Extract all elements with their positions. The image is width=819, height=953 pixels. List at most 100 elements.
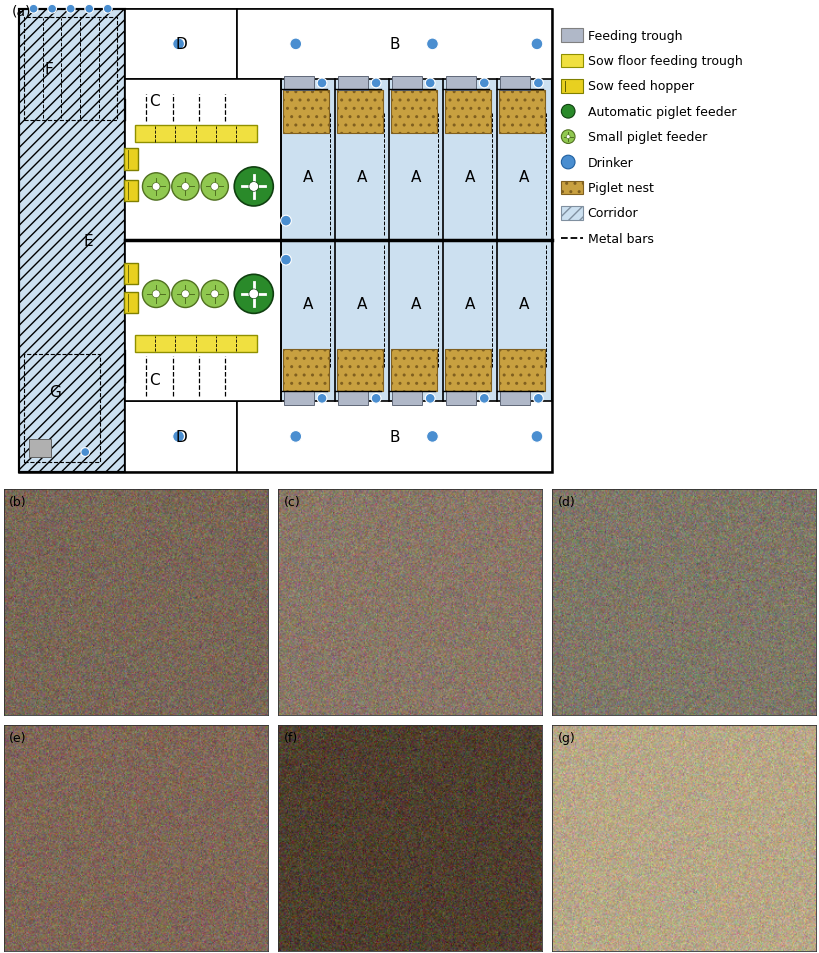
Bar [337,392,368,406]
Circle shape [249,182,258,193]
Bar [281,80,551,241]
Bar [124,80,281,241]
Bar [446,77,476,91]
Circle shape [234,168,273,207]
Circle shape [425,394,435,404]
Bar [124,402,237,472]
Circle shape [181,183,189,192]
Bar [124,10,237,80]
Bar [561,54,582,69]
Bar [20,10,551,472]
Circle shape [210,183,219,192]
Bar [124,180,138,202]
Bar [134,126,256,143]
Bar [124,150,138,171]
Circle shape [290,431,301,443]
Circle shape [533,394,543,404]
Bar [281,80,551,241]
Circle shape [425,79,435,89]
Circle shape [479,394,489,404]
Text: A: A [518,170,529,185]
Circle shape [48,6,57,14]
Text: A: A [518,296,529,312]
Circle shape [210,291,219,298]
Bar [25,17,117,121]
Circle shape [84,6,93,14]
Text: A: A [464,296,475,312]
Circle shape [371,79,381,89]
Text: Metal bars: Metal bars [587,233,653,246]
Circle shape [561,131,574,144]
Bar [337,77,368,91]
Bar [20,10,124,472]
Bar [391,392,422,406]
Text: Corridor: Corridor [587,207,637,220]
Circle shape [317,394,327,404]
Circle shape [566,135,569,139]
Circle shape [152,183,160,192]
Circle shape [66,6,75,14]
Text: Feeding trough: Feeding trough [587,30,681,43]
Text: G: G [49,385,61,400]
Text: (a): (a) [11,5,31,19]
Bar [237,402,551,472]
Bar [446,392,476,406]
Circle shape [249,290,258,299]
Bar [134,335,256,353]
Text: A: A [356,170,367,185]
Circle shape [173,39,184,51]
Text: C: C [149,373,159,388]
Circle shape [317,79,327,89]
Text: Automatic piglet feeder: Automatic piglet feeder [587,106,735,118]
Bar [337,349,382,392]
Circle shape [290,39,301,51]
Text: C: C [149,94,159,109]
Circle shape [143,173,170,201]
Bar [499,349,545,392]
Circle shape [533,79,543,89]
Text: (c): (c) [283,496,300,509]
Bar [237,10,551,80]
Bar [391,77,422,91]
Circle shape [234,275,273,314]
Circle shape [171,173,199,201]
Bar [500,77,530,91]
Bar [561,207,582,220]
Text: Drinker: Drinker [587,156,633,170]
Circle shape [280,255,291,266]
Bar [124,263,138,285]
Bar [445,91,491,133]
Text: (b): (b) [9,496,27,509]
Circle shape [531,431,542,443]
Circle shape [173,431,184,443]
Circle shape [81,448,89,456]
Bar [391,349,437,392]
Text: D: D [175,37,187,52]
Text: Sow floor feeding trough: Sow floor feeding trough [587,55,741,68]
Text: (g): (g) [557,732,575,744]
Circle shape [561,105,574,119]
Text: (f): (f) [283,732,297,744]
Text: A: A [464,170,475,185]
Circle shape [171,281,199,308]
Circle shape [426,39,438,51]
Text: E: E [83,233,93,249]
Circle shape [371,394,381,404]
Text: A: A [410,170,421,185]
Bar [124,293,138,314]
Text: B: B [389,37,399,52]
Bar [561,30,582,43]
Bar [283,77,314,91]
Bar [561,181,582,195]
Bar [391,91,437,133]
Text: (e): (e) [9,732,27,744]
Bar [20,10,124,472]
Circle shape [103,6,112,14]
Text: F: F [44,62,53,76]
Circle shape [426,431,438,443]
Circle shape [181,291,189,298]
Text: A: A [410,296,421,312]
Bar [499,91,545,133]
Circle shape [201,281,229,308]
Text: A: A [302,170,313,185]
